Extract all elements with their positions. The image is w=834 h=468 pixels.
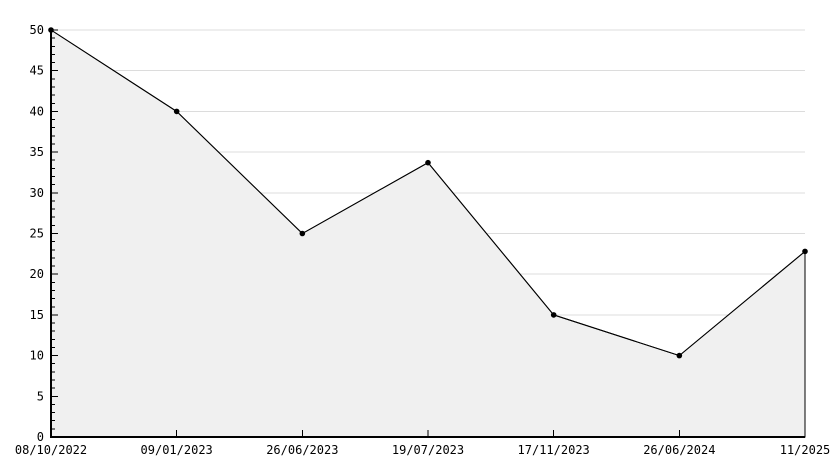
y-tick-label: 25: [30, 227, 44, 241]
x-tick-label: 17/11/2023: [518, 443, 590, 457]
x-tick-label: 26/06/2023: [266, 443, 338, 457]
y-tick-label: 20: [30, 267, 44, 281]
y-tick-label: 40: [30, 104, 44, 118]
data-points: [48, 27, 808, 359]
x-tick-label: 08/10/2022: [15, 443, 87, 457]
y-tick-label: 5: [37, 389, 44, 403]
y-tick-label: 15: [30, 308, 44, 322]
y-tick-label: 35: [30, 145, 44, 159]
data-point-marker: [425, 159, 431, 166]
axes: [50, 30, 805, 438]
x-tick-label: 19/07/2023: [392, 443, 464, 457]
y-tick-label: 50: [30, 23, 44, 37]
x-tick-label: 26/06/2024: [643, 443, 715, 457]
data-point-marker: [48, 27, 54, 33]
y-tick-label: 30: [30, 186, 44, 200]
y-tick-label: 45: [30, 64, 44, 78]
x-tick-label: 09/01/2023: [141, 443, 213, 457]
data-point-marker: [802, 248, 808, 255]
y-tick-labels: 0 5 10 15 20 25 30 35 40 45 50: [30, 23, 44, 444]
x-tick-label: 11/2025: [780, 443, 831, 457]
data-point-marker: [173, 108, 180, 115]
y-tick-label: 0: [37, 430, 44, 444]
y-tick-label: 10: [30, 349, 44, 363]
data-point-marker: [550, 312, 557, 318]
data-point-marker: [299, 230, 306, 237]
data-point-marker: [676, 352, 683, 359]
x-tick-labels: 08/10/2022 09/01/2023 26/06/2023 19/07/2023…: [15, 443, 830, 457]
